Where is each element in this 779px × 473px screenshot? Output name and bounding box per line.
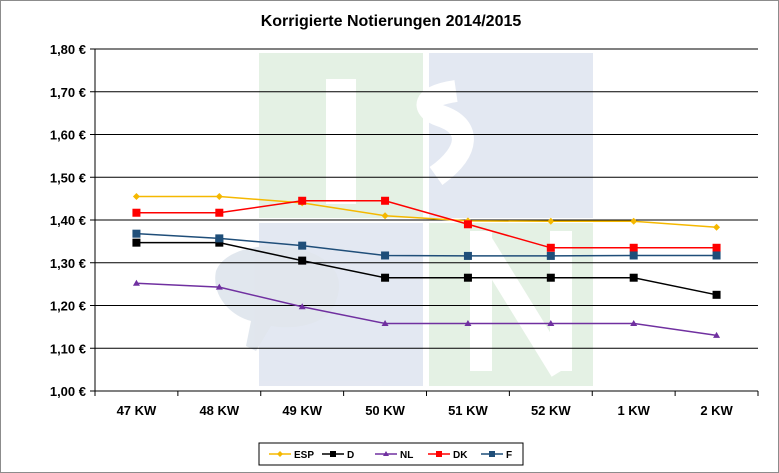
data-point bbox=[215, 192, 223, 200]
data-point bbox=[215, 234, 224, 243]
series-line bbox=[136, 200, 717, 249]
data-point bbox=[298, 303, 306, 310]
data-point bbox=[215, 283, 223, 290]
data-point bbox=[629, 273, 638, 282]
y-tick-label: 1,00 € bbox=[50, 384, 86, 399]
data-point bbox=[463, 220, 472, 229]
y-tick-label: 1,40 € bbox=[50, 213, 86, 228]
data-point bbox=[629, 251, 638, 260]
series-nl bbox=[132, 279, 721, 338]
legend: ESP D NL DK F bbox=[258, 442, 524, 466]
data-point bbox=[630, 319, 638, 326]
series-lines bbox=[132, 192, 721, 338]
data-point bbox=[381, 196, 390, 205]
x-axis-ticks: 47 KW 48 KW 49 KW 50 KW 51 KW 52 KW 1 KW 2 KW bbox=[117, 403, 734, 418]
data-point bbox=[298, 196, 307, 205]
data-point bbox=[330, 451, 336, 457]
legend-label: ESP bbox=[294, 450, 314, 461]
data-point bbox=[132, 229, 141, 238]
x-tick-label: 52 KW bbox=[531, 403, 571, 418]
x-tick-label: 49 KW bbox=[282, 403, 322, 418]
x-tick-label: 48 KW bbox=[199, 403, 239, 418]
data-point bbox=[381, 319, 389, 326]
data-point bbox=[712, 251, 721, 260]
series-line bbox=[136, 195, 717, 229]
axes bbox=[90, 48, 759, 396]
data-point bbox=[436, 451, 442, 457]
x-tick-label: 50 KW bbox=[365, 403, 405, 418]
legend-item-d: D bbox=[322, 450, 354, 461]
y-tick-label: 1,20 € bbox=[50, 299, 86, 314]
data-point bbox=[629, 243, 638, 252]
series-line bbox=[136, 282, 717, 337]
data-point bbox=[132, 192, 140, 200]
y-tick-label: 1,80 € bbox=[50, 42, 86, 57]
series-line bbox=[136, 241, 717, 296]
y-tick-label: 1,10 € bbox=[50, 341, 86, 356]
data-point bbox=[712, 243, 721, 252]
legend-label: NL bbox=[400, 450, 413, 461]
series-d bbox=[132, 238, 721, 299]
data-point bbox=[277, 451, 283, 457]
data-point bbox=[464, 319, 472, 326]
series-esp bbox=[132, 192, 721, 231]
data-point bbox=[463, 273, 472, 282]
data-point bbox=[381, 273, 390, 282]
x-tick-label: 47 KW bbox=[117, 403, 157, 418]
chart-title: Korrigierte Notierungen 2014/2015 bbox=[261, 13, 522, 30]
series-line bbox=[136, 232, 717, 257]
data-point bbox=[489, 451, 495, 457]
grid-lines bbox=[95, 48, 758, 349]
data-point bbox=[546, 251, 555, 260]
legend-label: D bbox=[347, 450, 354, 461]
data-point bbox=[546, 243, 555, 252]
x-tick-label: 2 KW bbox=[700, 403, 733, 418]
data-point bbox=[713, 331, 721, 338]
legend-item-f: F bbox=[481, 450, 512, 461]
y-tick-label: 1,30 € bbox=[50, 256, 86, 271]
data-point bbox=[383, 451, 389, 456]
series-dk bbox=[132, 196, 721, 252]
data-point bbox=[215, 208, 224, 217]
y-tick-label: 1,70 € bbox=[50, 85, 86, 100]
y-tick-label: 1,60 € bbox=[50, 128, 86, 143]
y-axis-ticks: 1,00 € 1,10 € 1,20 € 1,30 € 1,40 € 1,50 € 1,60… bbox=[50, 42, 86, 399]
x-tick-label: 1 KW bbox=[617, 403, 650, 418]
data-point bbox=[381, 251, 390, 260]
data-point bbox=[132, 208, 141, 217]
x-tick-label: 51 KW bbox=[448, 403, 488, 418]
data-point bbox=[712, 290, 721, 299]
series-f bbox=[132, 229, 721, 260]
legend-item-dk: DK bbox=[428, 450, 468, 461]
legend-label: DK bbox=[453, 450, 468, 461]
y-tick-label: 1,50 € bbox=[50, 170, 86, 185]
legend-item-nl: NL bbox=[375, 450, 413, 461]
data-point bbox=[713, 223, 721, 231]
data-point bbox=[132, 279, 140, 286]
data-point bbox=[215, 238, 224, 247]
data-point bbox=[547, 319, 555, 326]
data-point bbox=[546, 273, 555, 282]
data-point bbox=[132, 238, 141, 247]
legend-label: F bbox=[506, 450, 512, 461]
data-point bbox=[463, 251, 472, 260]
data-point bbox=[547, 217, 555, 225]
data-point bbox=[381, 212, 389, 220]
legend-item-esp: ESP bbox=[269, 450, 314, 461]
data-point bbox=[298, 256, 307, 265]
data-point bbox=[298, 241, 307, 250]
data-point bbox=[630, 217, 638, 225]
